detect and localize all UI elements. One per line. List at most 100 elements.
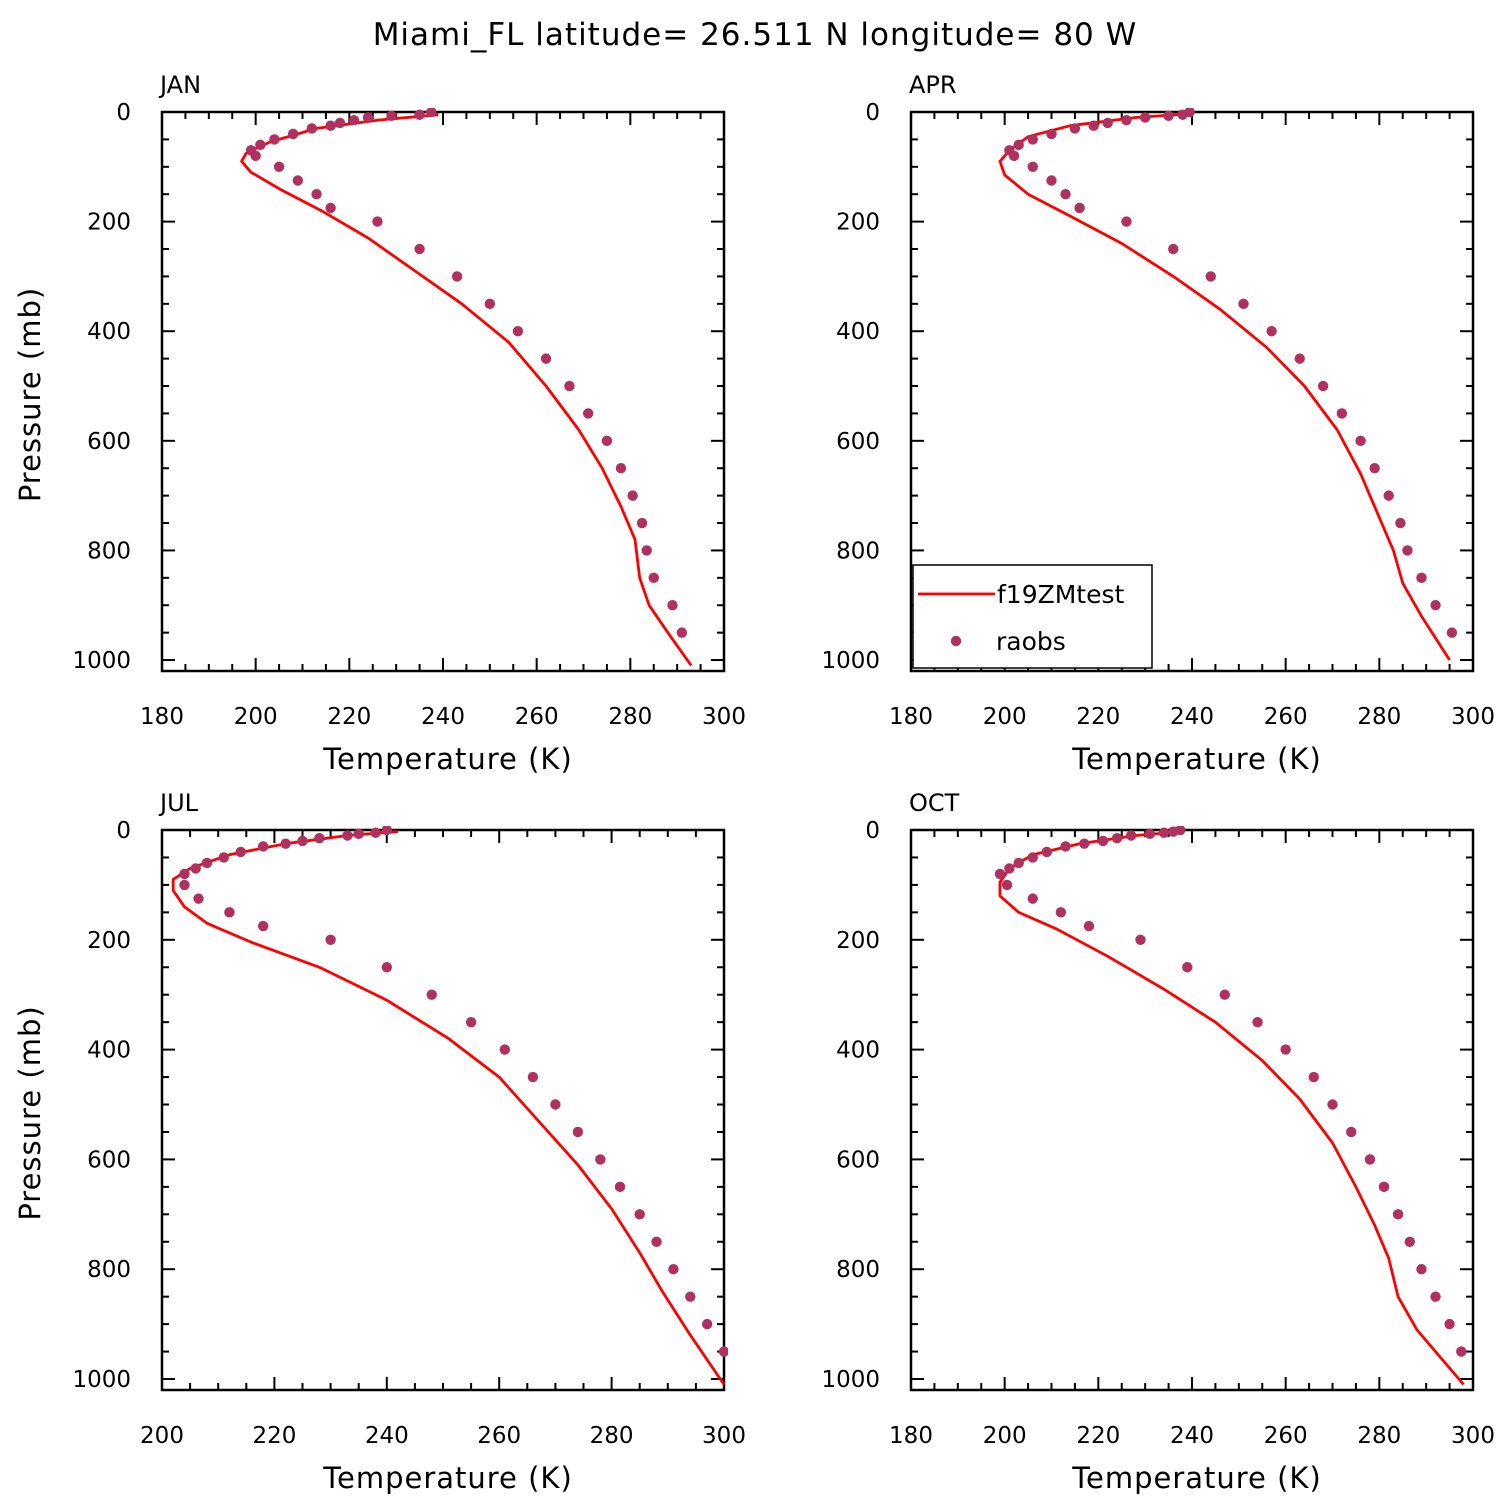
- series-point-raobs: [582, 408, 594, 419]
- x-axis-label: Temperature (K): [1071, 742, 1322, 776]
- plot-data: [171, 826, 728, 1386]
- series-point-raobs: [235, 846, 246, 858]
- series-point-raobs: [636, 517, 648, 529]
- series-point-raobs: [527, 1071, 539, 1083]
- y-tick-label: 400: [836, 1038, 880, 1064]
- series-point-raobs: [1177, 109, 1188, 120]
- x-tick-label: 280: [1357, 1423, 1401, 1449]
- series-point-raobs: [362, 112, 374, 123]
- panel-apr: APR 180 200 220 240 260 280 300 0 200 400 600 800 100…: [821, 71, 1495, 776]
- series-point-raobs: [1346, 1126, 1357, 1138]
- x-tick-label: 220: [1076, 704, 1120, 730]
- series-point-raobs: [1266, 326, 1277, 337]
- series-point-raobs: [1430, 600, 1441, 611]
- series-point-raobs: [1182, 962, 1193, 973]
- x-tick-label: 260: [477, 1423, 521, 1449]
- legend-label-model: f19ZMtest: [997, 580, 1125, 609]
- series-point-raobs: [564, 380, 575, 392]
- plot-frame: [160, 110, 726, 673]
- series-point-raobs: [426, 108, 437, 118]
- panel-jan: JAN 180 200 220 240 260 280 300 0 200 400 600 800 100…: [13, 71, 746, 776]
- series-point-raobs: [648, 572, 659, 584]
- series-point-raobs: [1013, 139, 1024, 151]
- y-tick-label: 0: [865, 818, 880, 844]
- x-tick-label: 280: [590, 1423, 634, 1449]
- series-point-raobs: [1327, 1099, 1338, 1110]
- series-point-raobs: [269, 134, 280, 145]
- series-point-raobs: [179, 868, 190, 880]
- y-tick-label: 200: [87, 928, 131, 954]
- panel-label: JUL: [158, 789, 199, 817]
- series-point-raobs: [1378, 1181, 1390, 1193]
- series-point-raobs: [224, 907, 235, 918]
- series-point-raobs: [1088, 120, 1099, 131]
- x-tick-label: 200: [983, 704, 1027, 730]
- series-point-raobs: [572, 1126, 584, 1138]
- series-point-raobs: [292, 175, 304, 186]
- series-point-raobs: [1369, 463, 1380, 474]
- series-point-raobs: [1219, 989, 1230, 1000]
- series-point-raobs: [1060, 189, 1071, 200]
- series-point-raobs: [201, 857, 213, 869]
- series-point-raobs: [1046, 128, 1057, 140]
- series-point-raobs: [1079, 838, 1090, 849]
- series-point-raobs: [718, 1346, 728, 1357]
- x-tick-label: 220: [1076, 1423, 1120, 1449]
- series-point-raobs: [627, 490, 638, 501]
- series-point-raobs: [676, 627, 688, 638]
- series-point-raobs: [1097, 835, 1109, 847]
- series-point-raobs: [250, 150, 261, 162]
- series-point-raobs: [348, 115, 360, 126]
- series-point-raobs: [1008, 150, 1020, 162]
- series-point-raobs: [273, 161, 285, 173]
- series-point-raobs: [1001, 879, 1013, 891]
- series-point-raobs: [1121, 216, 1132, 227]
- series-point-raobs: [179, 879, 190, 891]
- series-point-raobs: [601, 435, 613, 447]
- series-point-raobs: [1060, 841, 1071, 852]
- series-point-raobs: [1135, 934, 1146, 946]
- series-point-raobs: [1046, 175, 1057, 186]
- series-point-raobs: [297, 835, 308, 847]
- series-point-raobs: [190, 863, 201, 874]
- series-point-raobs: [1395, 517, 1406, 529]
- series-point-raobs: [1139, 112, 1151, 123]
- series-point-raobs: [1111, 833, 1123, 844]
- y-tick-label: 800: [87, 1257, 131, 1283]
- series-point-raobs: [381, 962, 392, 973]
- x-tick-label: 200: [983, 1423, 1027, 1449]
- x-tick-label: 300: [702, 1423, 746, 1449]
- series-point-raobs: [1168, 243, 1179, 255]
- legend-label-obs: raobs: [996, 627, 1066, 656]
- y-tick-label: 1000: [72, 1367, 131, 1393]
- series-point-raobs: [1083, 920, 1095, 932]
- series-point-raobs: [280, 838, 291, 849]
- series-point-raobs: [1280, 1044, 1291, 1055]
- x-tick-label: 180: [889, 1423, 933, 1449]
- series-point-raobs: [484, 298, 496, 310]
- panel-label: JAN: [158, 71, 201, 99]
- series-point-raobs: [414, 243, 425, 255]
- series-point-raobs: [615, 463, 627, 474]
- series-point-raobs: [370, 827, 381, 838]
- series-point-raobs: [1444, 1318, 1455, 1330]
- series-point-raobs: [218, 852, 230, 863]
- series-point-raobs: [994, 868, 1006, 880]
- x-tick-label: 300: [1451, 1423, 1495, 1449]
- series-point-raobs: [1158, 827, 1170, 838]
- x-tick-label: 240: [1170, 704, 1214, 730]
- y-tick-label: 1000: [821, 1367, 880, 1393]
- series-point-raobs: [1121, 115, 1132, 126]
- legend-box: [912, 564, 1153, 669]
- series-point-raobs: [1252, 1016, 1263, 1028]
- series-point-raobs: [1102, 117, 1113, 129]
- series-point-raobs: [257, 841, 269, 852]
- y-tick-label: 400: [87, 1038, 131, 1064]
- series-point-raobs: [512, 326, 524, 337]
- x-axis-label: Temperature (K): [1071, 1461, 1322, 1495]
- series-point-raobs: [1069, 123, 1081, 134]
- x-tick-label: 300: [702, 704, 746, 730]
- plot-data: [240, 108, 693, 667]
- series-point-raobs: [641, 545, 652, 556]
